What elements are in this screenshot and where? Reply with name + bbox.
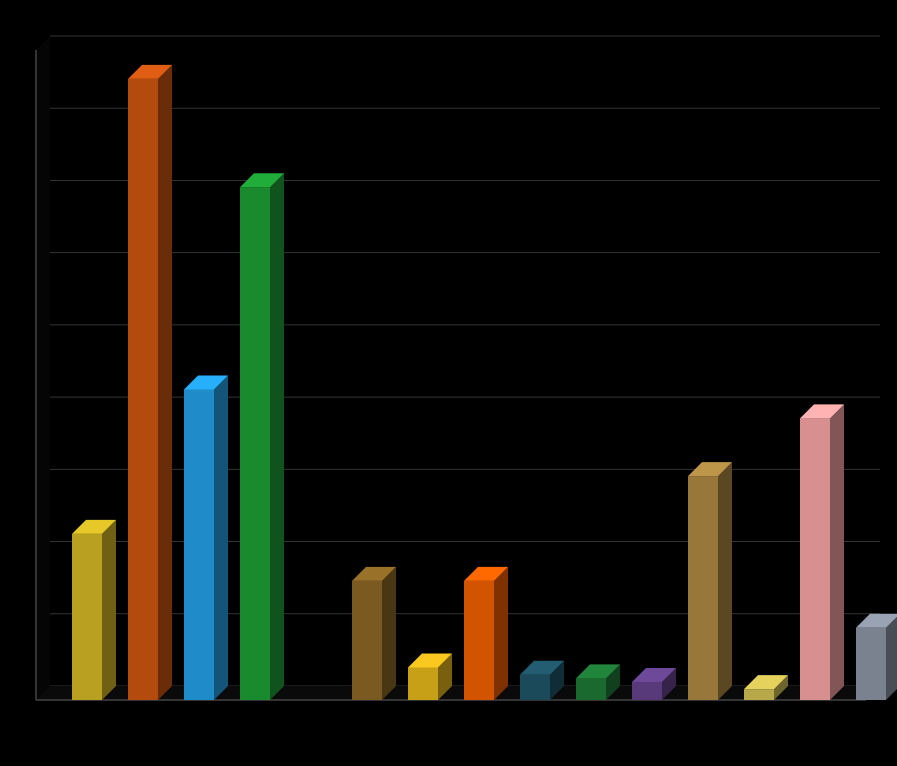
bar-3 [240, 173, 284, 700]
bar-14 [856, 614, 897, 700]
bar-side [214, 375, 228, 700]
bar-side [886, 614, 897, 700]
bar-side [102, 520, 116, 700]
bar-front [744, 689, 774, 700]
bar-front [352, 581, 382, 700]
bar-front [576, 678, 606, 700]
bar-11 [688, 462, 732, 700]
bar-front [128, 79, 158, 700]
bar-front [800, 418, 830, 700]
bar-2 [184, 375, 228, 700]
bar-front [688, 476, 718, 700]
bar-front [632, 682, 662, 700]
bar-front [520, 675, 550, 700]
chart-left-wall [36, 36, 50, 700]
bar-7 [464, 567, 508, 700]
bar-side [270, 173, 284, 700]
bar-side [494, 567, 508, 700]
bar-chart-3d [0, 0, 897, 766]
bar-0 [72, 520, 116, 700]
bar-front [464, 581, 494, 700]
bar-front [240, 187, 270, 700]
bar-front [856, 628, 886, 700]
bar-5 [352, 567, 396, 700]
bar-front [72, 534, 102, 700]
bar-side [158, 65, 172, 700]
bar-side [382, 567, 396, 700]
bar-1 [128, 65, 172, 700]
bar-front [408, 668, 438, 701]
bar-side [830, 404, 844, 700]
bar-13 [800, 404, 844, 700]
bar-side [718, 462, 732, 700]
bar-front [184, 389, 214, 700]
